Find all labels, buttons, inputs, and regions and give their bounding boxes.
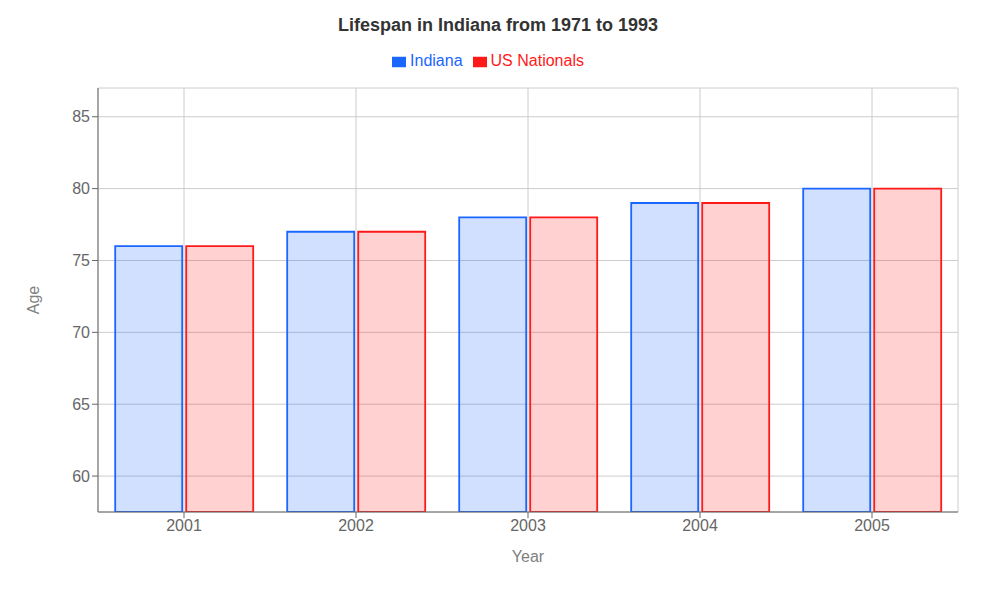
html-text:Lifespan in Indiana from 1971: Lifespan in Indiana from 1971 to 1993 [337, 15, 658, 35]
svg-text:60: 60 [72, 468, 90, 485]
svg-text:2001: 2001 [166, 517, 202, 534]
svg-text:2003: 2003 [510, 517, 546, 534]
svg-text:65: 65 [72, 396, 90, 413]
svg-text:2005: 2005 [854, 517, 890, 534]
svg-text:2002: 2002 [338, 517, 374, 534]
svg-text:Age: Age [25, 286, 42, 315]
svg-text:85: 85 [72, 108, 90, 125]
svg-text:Year: Year [512, 548, 545, 565]
svg-text:75: 75 [72, 252, 90, 269]
svg-text:2004: 2004 [682, 517, 718, 534]
svg-text:80: 80 [72, 180, 90, 197]
html-text:Indiana: Indiana [410, 52, 463, 69]
svg-text:70: 70 [72, 324, 90, 341]
html-text:US Nationals: US Nationals [490, 52, 584, 69]
